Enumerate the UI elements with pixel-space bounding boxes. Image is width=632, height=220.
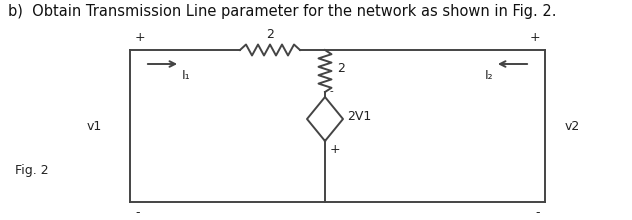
Text: +: + <box>135 31 145 44</box>
Text: b)  Obtain Transmission Line parameter for the network as shown in Fig. 2.: b) Obtain Transmission Line parameter fo… <box>8 4 557 19</box>
Text: 2: 2 <box>266 28 274 41</box>
Text: -: - <box>535 206 540 219</box>
Text: -: - <box>135 206 140 219</box>
Text: 2V1: 2V1 <box>347 110 371 123</box>
Text: Fig. 2: Fig. 2 <box>15 163 49 176</box>
Text: +: + <box>330 143 341 156</box>
Text: I₁: I₁ <box>182 69 191 82</box>
Text: 2: 2 <box>337 62 345 75</box>
Text: -: - <box>330 86 334 96</box>
Text: +: + <box>530 31 540 44</box>
Text: v2: v2 <box>565 119 580 132</box>
Text: v1: v1 <box>87 119 102 132</box>
Text: I₂: I₂ <box>484 69 493 82</box>
